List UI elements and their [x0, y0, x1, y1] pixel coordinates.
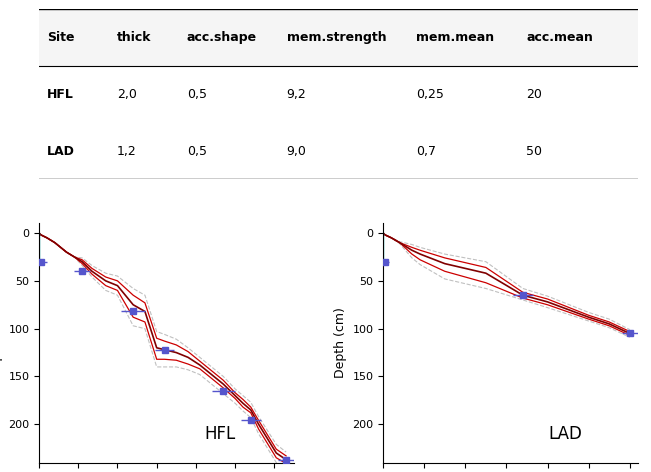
Text: HFL: HFL [47, 88, 74, 101]
Text: acc.shape: acc.shape [187, 31, 257, 44]
Text: Site: Site [47, 31, 75, 44]
Text: thick: thick [117, 31, 152, 44]
Text: 2,0: 2,0 [117, 88, 137, 101]
Bar [39, 9, 638, 66]
Text: LAD: LAD [549, 425, 583, 443]
Text: 20: 20 [526, 88, 542, 101]
Text: mem.mean: mem.mean [417, 31, 495, 44]
Text: 1,2: 1,2 [117, 144, 137, 158]
Text: 0,5: 0,5 [187, 88, 207, 101]
Text: mem.strength: mem.strength [286, 31, 386, 44]
Text: LAD: LAD [47, 144, 75, 158]
Text: 0,7: 0,7 [417, 144, 436, 158]
Text: 0,5: 0,5 [187, 144, 207, 158]
Text: 50: 50 [526, 144, 542, 158]
Y-axis label: Depth (cm): Depth (cm) [0, 308, 3, 379]
Y-axis label: Depth (cm): Depth (cm) [334, 308, 347, 379]
Text: 9,2: 9,2 [286, 88, 307, 101]
Text: 0,25: 0,25 [417, 88, 444, 101]
Text: 9,0: 9,0 [286, 144, 307, 158]
Text: acc.mean: acc.mean [526, 31, 593, 44]
Text: HFL: HFL [204, 425, 236, 443]
